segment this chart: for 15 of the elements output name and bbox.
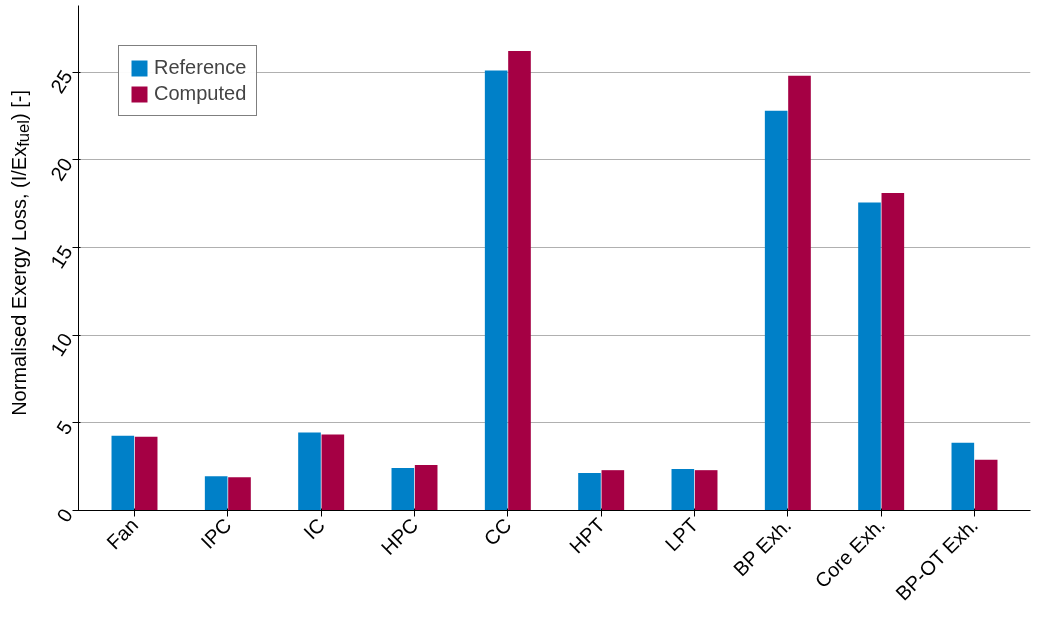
y-tick-label: 20 [46, 153, 77, 185]
x-tick-label: IPC [196, 513, 236, 553]
y-tick-label: 10 [46, 329, 77, 360]
x-tick-label: CC [479, 513, 516, 550]
legend-label: Reference [154, 56, 247, 79]
y-tick-label: 5 [52, 416, 77, 439]
x-tick-label: IC [299, 513, 329, 544]
x-tick-label: Fan [102, 513, 143, 554]
y-tick-label: 25 [46, 66, 77, 97]
legend-label: Computed [154, 82, 247, 105]
x-tick-label: Core Exh. [810, 513, 889, 593]
y-tick-label: 15 [46, 241, 77, 273]
x-tick-label: LPT [660, 513, 703, 556]
y-tick-label: 0 [52, 504, 77, 526]
x-tick-label: BP Exh. [728, 513, 796, 581]
